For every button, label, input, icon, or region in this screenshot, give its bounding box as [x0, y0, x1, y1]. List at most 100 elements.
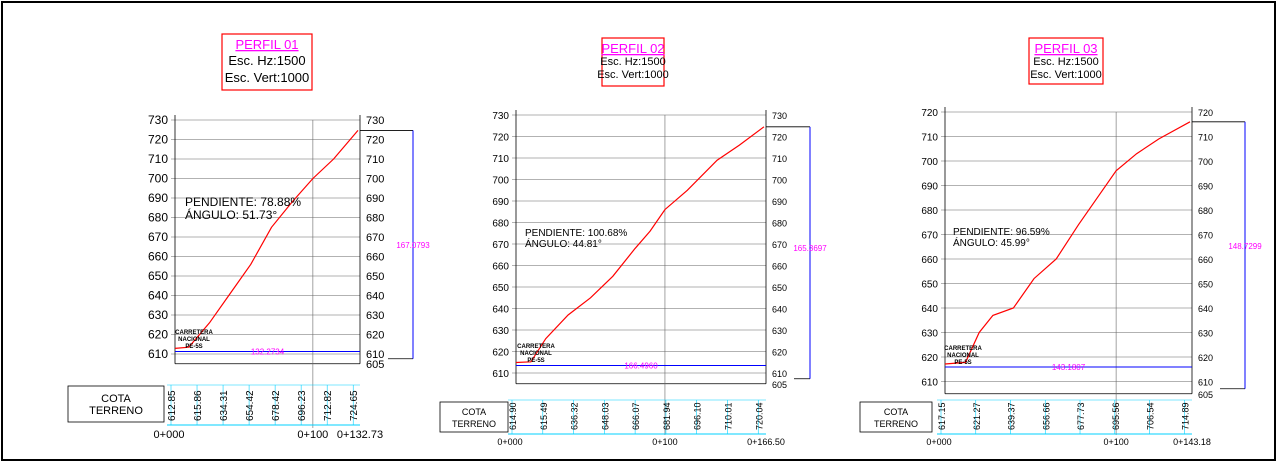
y-tick-left: 610: [921, 378, 938, 389]
angle-label: ÁNGULO: 45.99°: [953, 236, 1030, 249]
scale-horizontal: Esc. Hz:1500: [228, 53, 305, 68]
y-tick-left: 650: [492, 283, 509, 294]
station-label: 0+100: [297, 429, 328, 441]
scale-vertical: Esc. Vert:1000: [597, 69, 669, 81]
profile-title: PERFIL 03: [1034, 41, 1097, 56]
y-tick-right: 610: [772, 369, 787, 379]
station-label: 0+143.18: [1173, 437, 1211, 447]
y-tick-right-605: 605: [366, 359, 384, 371]
angle-label: ÁNGULO: 51.73°: [185, 207, 277, 222]
scale-horizontal: Esc. Hz:1500: [1033, 56, 1098, 68]
y-tick-right: 640: [366, 291, 384, 303]
station-label: 0+100: [1103, 437, 1128, 447]
y-tick-left: 690: [492, 197, 509, 208]
y-tick-left: 660: [148, 250, 168, 264]
y-tick-left: 710: [921, 133, 938, 144]
scale-vertical: Esc. Vert:1000: [1030, 69, 1102, 81]
cota-value: 720.04: [754, 402, 764, 430]
terrain-profile-line: [944, 121, 1191, 365]
y-tick-left: 660: [921, 255, 938, 266]
y-tick-left: 680: [148, 211, 168, 225]
y-tick-right: 670: [1198, 231, 1213, 241]
y-tick-right: 720: [366, 135, 384, 147]
cota-label-line-1: COTA: [462, 407, 486, 417]
y-tick-left: 660: [492, 262, 509, 273]
title-box: [601, 37, 665, 87]
slope-label: PENDIENTE: 100.68%: [525, 228, 627, 239]
road-label-line: CARRETERA: [944, 346, 982, 352]
cota-label-line-2: TERRENO: [874, 419, 918, 429]
cota-label-box: [67, 385, 165, 423]
cota-value: 714.89: [1180, 402, 1190, 430]
profile-title: PERFIL 01: [235, 37, 298, 52]
y-tick-right: 640: [1198, 304, 1213, 314]
y-tick-left: 720: [492, 133, 509, 144]
cota-value: 648.03: [600, 402, 610, 430]
y-tick-right: 700: [1198, 157, 1213, 167]
y-tick-right: 710: [772, 154, 787, 164]
cota-label-box: [439, 401, 509, 433]
y-tick-left: 640: [492, 305, 509, 316]
angle-label: ÁNGULO: 44.81°: [525, 237, 602, 250]
y-tick-right: 670: [772, 240, 787, 250]
y-tick-left: 640: [921, 304, 938, 315]
y-tick-left: 720: [148, 133, 168, 147]
profile-title: PERFIL 02: [601, 41, 664, 56]
cota-value: 615.86: [193, 390, 204, 421]
cota-value: 621.27: [972, 402, 982, 430]
terrain-profile-line: [174, 130, 359, 349]
road-label-line: PE-5S: [527, 358, 544, 364]
cota-value: 612.85: [167, 390, 178, 421]
y-tick-right: 660: [772, 262, 787, 272]
y-tick-left: 610: [492, 369, 509, 380]
cota-value: 712.82: [323, 390, 334, 421]
length-dimension: 166.4960: [624, 361, 658, 370]
y-tick-right: 700: [366, 174, 384, 186]
y-tick-left: 680: [921, 206, 938, 217]
station-label: 0+166.50: [747, 437, 785, 447]
y-tick-left: 730: [148, 113, 168, 127]
y-tick-right: 640: [772, 305, 787, 315]
road-label-line: NACIONAL: [520, 351, 552, 357]
title-box: [221, 33, 313, 91]
road-label-line: NACIONAL: [947, 353, 979, 359]
cota-value: 696.23: [297, 390, 308, 421]
y-tick-right: 680: [1198, 206, 1213, 216]
y-tick-right: 680: [366, 213, 384, 225]
y-tick-left: 640: [148, 289, 168, 303]
y-tick-right: 630: [772, 326, 787, 336]
title-box: [1028, 37, 1104, 85]
station-label: 0+000: [154, 429, 185, 441]
height-dimension: 165.3697: [793, 244, 827, 253]
y-tick-right: 630: [366, 310, 384, 322]
y-tick-right: 700: [772, 176, 787, 186]
cota-value: 656.66: [1041, 402, 1051, 430]
y-tick-left: 670: [921, 231, 938, 242]
cota-value: 654.42: [245, 390, 256, 421]
cota-label-line-1: COTA: [101, 393, 131, 405]
y-tick-left: 700: [148, 172, 168, 186]
y-tick-right: 660: [366, 252, 384, 264]
y-tick-right: 650: [366, 271, 384, 283]
y-tick-right-605: 605: [1198, 390, 1213, 400]
y-tick-left: 680: [492, 219, 509, 230]
cota-value: 706.54: [1146, 402, 1156, 430]
y-tick-left: 670: [148, 230, 168, 244]
y-tick-left: 710: [492, 154, 509, 165]
y-tick-right: 650: [772, 283, 787, 293]
y-tick-left: 690: [148, 191, 168, 205]
y-tick-right: 660: [1198, 255, 1213, 265]
y-tick-right: 730: [772, 111, 787, 121]
road-label-line: CARRETERA: [175, 330, 213, 336]
cota-value: 678.42: [271, 390, 282, 421]
cota-label-line-1: COTA: [884, 407, 908, 417]
scale-vertical: Esc. Vert:1000: [225, 70, 310, 85]
cota-value: 695.56: [1111, 402, 1121, 430]
cota-value: 615.49: [539, 402, 549, 430]
station-label: 0+132.73: [337, 429, 383, 441]
road-label-line: PE-5S: [185, 344, 202, 350]
cota-value: 634.31: [219, 390, 230, 421]
y-tick-right: 680: [772, 219, 787, 229]
